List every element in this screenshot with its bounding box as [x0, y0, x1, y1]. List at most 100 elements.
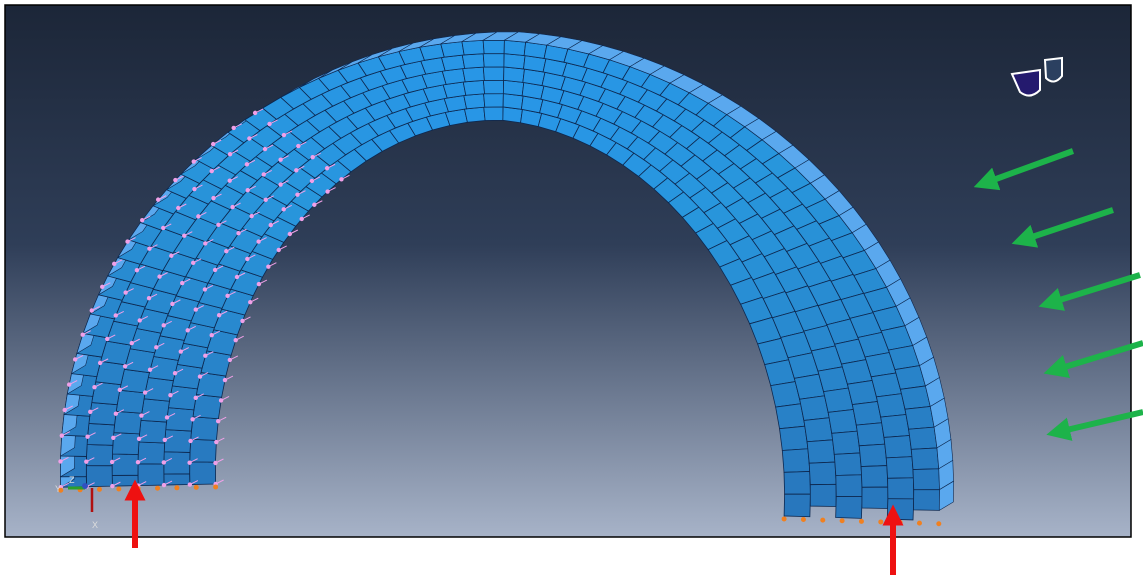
brick: [464, 107, 485, 122]
viewport-screenshot: Y Z X: [0, 0, 1143, 580]
brick: [914, 490, 940, 511]
boundary-point: [898, 520, 903, 525]
brick: [92, 382, 121, 405]
brick: [859, 444, 887, 466]
load-point: [282, 133, 286, 137]
brick: [164, 430, 191, 453]
brick: [462, 54, 484, 69]
boundary-point: [155, 486, 160, 491]
brick: [888, 478, 914, 499]
brick: [800, 396, 830, 421]
boundary-point: [801, 517, 806, 522]
brick: [483, 54, 504, 67]
brick: [900, 386, 930, 409]
brick: [483, 67, 504, 80]
brick: [168, 386, 197, 410]
brick: [89, 403, 117, 425]
brick: [463, 67, 485, 82]
boundary-point: [782, 516, 787, 521]
brick: [834, 453, 861, 476]
load-point: [231, 126, 235, 130]
brick: [784, 471, 810, 494]
brick: [462, 40, 484, 55]
brick: [441, 42, 464, 58]
brick: [139, 420, 167, 443]
brick: [886, 457, 913, 479]
triad-label: Y: [55, 484, 61, 494]
boundary-point: [820, 518, 825, 523]
brick: [86, 466, 112, 487]
brick: [116, 390, 145, 413]
brick: [876, 394, 906, 417]
triad-label: X: [92, 520, 98, 530]
brick: [828, 410, 857, 434]
load-point: [282, 207, 286, 211]
triad-label: Z: [69, 475, 75, 485]
brick: [484, 107, 503, 121]
brick: [909, 427, 937, 449]
brick: [856, 423, 885, 446]
brick: [504, 67, 525, 82]
brick: [190, 462, 216, 485]
brick: [141, 399, 170, 422]
brick: [861, 466, 888, 488]
brick: [483, 40, 504, 53]
view-cube-face: [1045, 58, 1062, 82]
brick: [144, 378, 173, 402]
brick: [164, 452, 190, 474]
brick: [784, 494, 810, 517]
boundary-point: [116, 486, 121, 491]
brick: [112, 454, 138, 475]
brick: [862, 487, 888, 508]
boundary-point: [213, 484, 218, 489]
load-point: [257, 282, 261, 286]
load-point: [325, 189, 329, 193]
brick: [836, 475, 862, 497]
brick: [881, 415, 910, 438]
brick: [832, 431, 860, 454]
brick: [503, 80, 523, 96]
boundary-point: [97, 487, 102, 492]
brick: [484, 94, 504, 107]
boundary-point: [194, 485, 199, 490]
brick: [911, 448, 938, 470]
brick: [463, 80, 484, 95]
boundary-point: [917, 521, 922, 526]
boundary-point: [859, 519, 864, 524]
brick: [809, 462, 836, 485]
load-point: [294, 168, 298, 172]
load-point: [325, 166, 329, 170]
brick: [166, 408, 194, 431]
brick: [905, 406, 934, 429]
brick: [807, 440, 835, 463]
boundary-point: [174, 485, 179, 490]
brick: [464, 94, 485, 109]
brick: [504, 40, 526, 55]
load-point: [278, 182, 282, 186]
brick: [776, 404, 805, 429]
brick: [782, 449, 809, 473]
load-point: [256, 239, 260, 243]
triad-z-axis: [82, 483, 88, 489]
load-point: [253, 111, 257, 115]
brick: [120, 369, 150, 393]
brick: [852, 401, 881, 425]
brick: [114, 411, 142, 434]
load-point: [277, 248, 281, 252]
brick: [504, 54, 525, 69]
brick: [780, 426, 808, 450]
brick: [913, 469, 940, 490]
boundary-point: [936, 521, 941, 526]
brick: [138, 464, 164, 486]
brick: [190, 439, 217, 462]
brick: [191, 417, 219, 441]
boundary-point: [840, 518, 845, 523]
brick: [810, 484, 836, 506]
boundary-point: [878, 519, 883, 524]
brick: [86, 444, 113, 465]
brick: [483, 80, 503, 93]
brick: [836, 497, 862, 519]
brick: [804, 418, 833, 442]
load-point: [269, 223, 273, 227]
brick: [884, 436, 912, 458]
